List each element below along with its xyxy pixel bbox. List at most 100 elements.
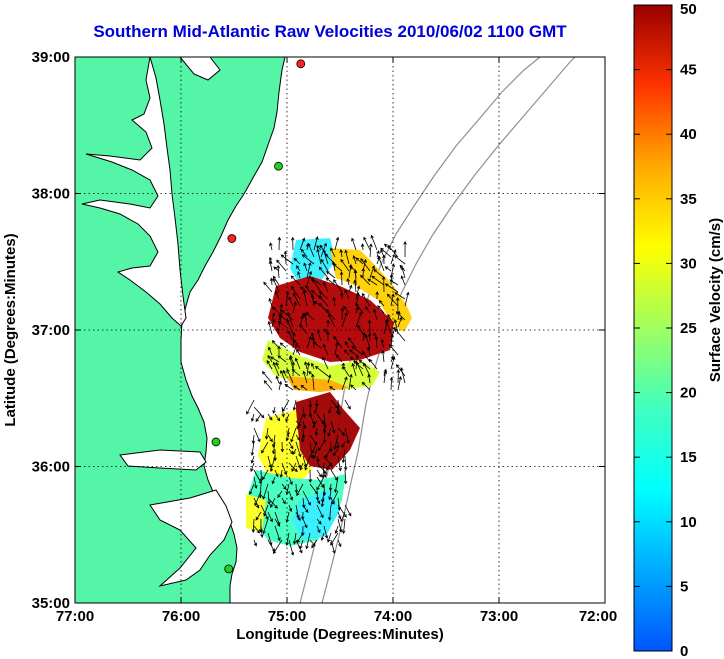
velocity-arrow: [396, 369, 401, 384]
velocity-arrow: [316, 455, 320, 463]
velocity-arrow: [287, 312, 294, 328]
y-axis-label: Latitude (Degrees:Minutes): [2, 233, 19, 426]
velocity-arrow: [308, 399, 313, 408]
velocity-arrow: [369, 243, 373, 258]
velocity-arrow: [303, 312, 308, 328]
velocity-arrow: [277, 236, 282, 251]
velocity-arrow: [367, 332, 372, 342]
velocity-arrow: [344, 504, 352, 517]
velocity-arrow: [367, 278, 378, 286]
velocity-arrow: [341, 441, 346, 448]
radar-station-marker: [227, 234, 237, 243]
velocity-arrow: [373, 308, 378, 321]
velocity-arrow: [348, 284, 353, 293]
velocity-arrow: [293, 385, 301, 391]
velocity-arrow: [250, 455, 255, 464]
velocity-arrow: [270, 497, 276, 508]
velocity-arrow: [348, 337, 357, 349]
velocity-arrow: [288, 476, 293, 486]
velocity-arrow: [368, 358, 378, 370]
velocity-arrow: [323, 525, 329, 540]
pamlico-sound: [149, 489, 233, 587]
velocity-vectors: [246, 234, 410, 556]
velocity-arrow: [327, 532, 332, 543]
colorbar-label: Surface Velocity (cm/s): [707, 218, 724, 382]
velocity-arrow: [253, 427, 261, 443]
velocity-arrow: [381, 275, 386, 293]
velocity-arrow: [375, 291, 379, 300]
velocity-arrow: [311, 373, 315, 391]
velocity-arrow: [364, 333, 371, 349]
velocity-arrow: [341, 312, 348, 328]
velocity-arrow: [373, 268, 385, 279]
velocity-arrow: [327, 427, 332, 437]
velocity-arrow: [351, 345, 364, 356]
velocity-arrow: [281, 483, 287, 490]
velocity-arrow: [303, 262, 308, 272]
velocity-arrow: [342, 518, 346, 535]
velocity-arrow: [305, 532, 311, 550]
velocity-arrow: [293, 339, 301, 349]
albemarle-sound: [119, 449, 207, 471]
velocity-arrow: [403, 240, 407, 258]
velocity-arrow: [388, 343, 399, 356]
map-title: Southern Mid-Atlantic Raw Velocities 201…: [93, 22, 567, 41]
velocity-arrow: [334, 341, 339, 356]
velocity-arrow: [326, 462, 332, 471]
velocity-arrow: [380, 247, 392, 258]
velocity-arrow: [360, 274, 371, 286]
velocity-arrow: [332, 296, 336, 307]
velocity-arrow: [272, 539, 283, 555]
velocity-arrow: [295, 441, 302, 458]
velocity-arrow: [250, 413, 255, 422]
velocity-arrow: [282, 369, 287, 377]
velocity-arrow: [357, 324, 364, 335]
velocity-arrow: [271, 339, 280, 349]
velocity-arrow: [253, 525, 261, 534]
y-tick-label: 39:00: [32, 49, 70, 66]
velocity-arrow: [271, 476, 276, 485]
chesapeake-bay: [81, 57, 187, 327]
delaware-bay: [179, 57, 221, 81]
velocity-arrow: [355, 285, 361, 300]
velocity-arrow: [276, 264, 281, 279]
x-axis-ticks: 77:00 76:00 75:00 74:00 73:00 72:00: [56, 57, 617, 625]
velocity-arrow: [380, 338, 385, 349]
velocity-arrow: [389, 279, 399, 286]
velocity-arrow: [305, 311, 315, 321]
velocity-arrow: [360, 258, 371, 272]
velocity-arrow: [279, 342, 287, 349]
velocity-arrow: [337, 518, 343, 533]
velocity-arrow: [355, 257, 364, 265]
velocity-arrow: [287, 330, 294, 342]
velocity-arrow: [374, 335, 379, 349]
velocity-arrow: [344, 249, 350, 265]
velocity-arrow: [262, 469, 269, 481]
velocity-arrow: [333, 434, 339, 451]
velocity-arrow: [367, 373, 371, 384]
velocity-arrow: [316, 497, 321, 505]
velocity-arrow: [343, 305, 350, 314]
velocity-arrow: [332, 448, 339, 457]
velocity-arrow: [269, 455, 276, 472]
colorbar-tick-label: 25: [680, 320, 697, 337]
velocity-arrow: [384, 266, 392, 272]
velocity-arrow: [293, 292, 301, 307]
velocity-arrow: [286, 368, 294, 384]
velocity-arrow: [349, 349, 357, 356]
velocity-arrow: [267, 413, 273, 421]
velocity-arrow: [300, 384, 308, 391]
radar-stations: [211, 59, 306, 574]
velocity-arrow: [333, 279, 343, 293]
radar-station-marker: [211, 437, 221, 447]
velocity-arrow: [394, 328, 406, 342]
velocity-arrow: [322, 427, 327, 444]
colorbar-tick-label: 40: [680, 126, 697, 143]
velocity-arrow: [385, 319, 392, 335]
velocity-arrow: [291, 462, 297, 472]
velocity-arrow: [286, 427, 291, 436]
velocity-arrow: [343, 469, 348, 485]
velocity-arrow: [325, 277, 336, 286]
velocity-arrow: [262, 483, 269, 500]
velocity-arrow: [395, 297, 400, 314]
